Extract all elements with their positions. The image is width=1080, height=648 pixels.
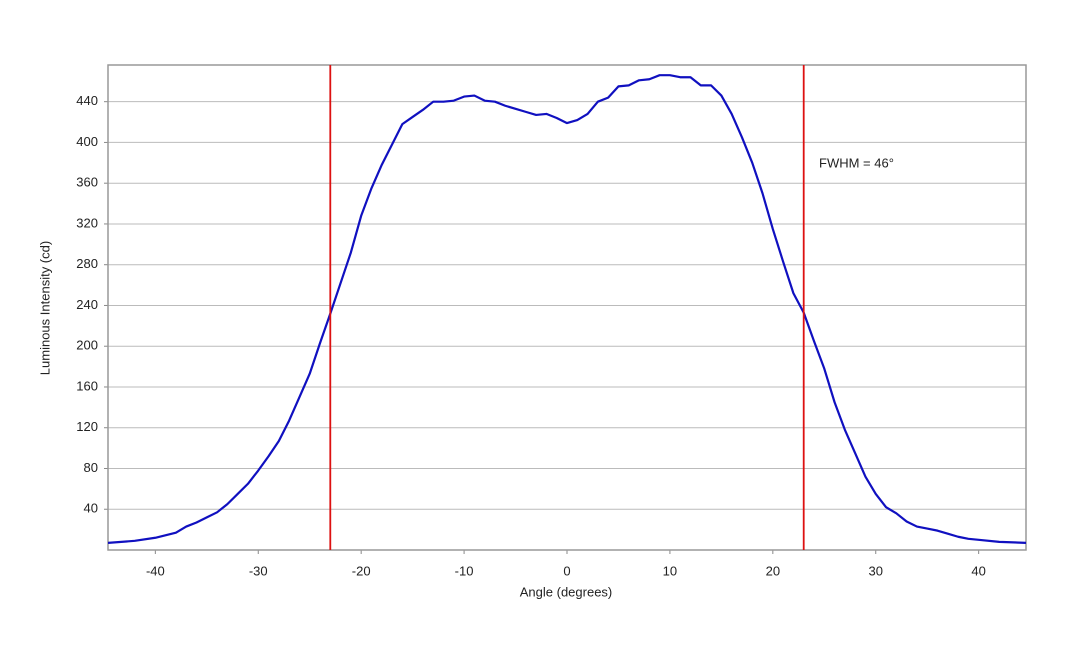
y-tick-label: 120 bbox=[76, 419, 98, 434]
data-line bbox=[107, 74, 1027, 544]
x-tick-label: 10 bbox=[663, 563, 677, 578]
plot-border bbox=[107, 64, 1027, 551]
y-tick-label: 440 bbox=[76, 93, 98, 108]
x-tick-label: -30 bbox=[249, 563, 268, 578]
y-tick-label: 320 bbox=[76, 215, 98, 230]
x-tick-label: -40 bbox=[146, 563, 165, 578]
annotation: FWHM = 46° bbox=[819, 155, 894, 170]
x-tick-label: 0 bbox=[563, 563, 570, 578]
y-tick-label: 400 bbox=[76, 134, 98, 149]
y-tick-label: 80 bbox=[84, 460, 98, 475]
x-axis-label: Angle (degrees) bbox=[520, 584, 613, 599]
x-tick-label: -10 bbox=[455, 563, 474, 578]
x-tick-label: -20 bbox=[352, 563, 371, 578]
y-tick-label: 360 bbox=[76, 175, 98, 190]
y-tick-label: 200 bbox=[76, 338, 98, 353]
y-tick-label: 40 bbox=[84, 501, 98, 516]
y-tick-label: 240 bbox=[76, 297, 98, 312]
x-tick-label: 40 bbox=[971, 563, 985, 578]
y-axis-label: Luminous Intensity (cd) bbox=[37, 241, 52, 375]
x-tick-label: 20 bbox=[766, 563, 780, 578]
x-tick-label: 30 bbox=[869, 563, 883, 578]
y-tick-label: 160 bbox=[76, 378, 98, 393]
y-tick-label: 280 bbox=[76, 256, 98, 271]
